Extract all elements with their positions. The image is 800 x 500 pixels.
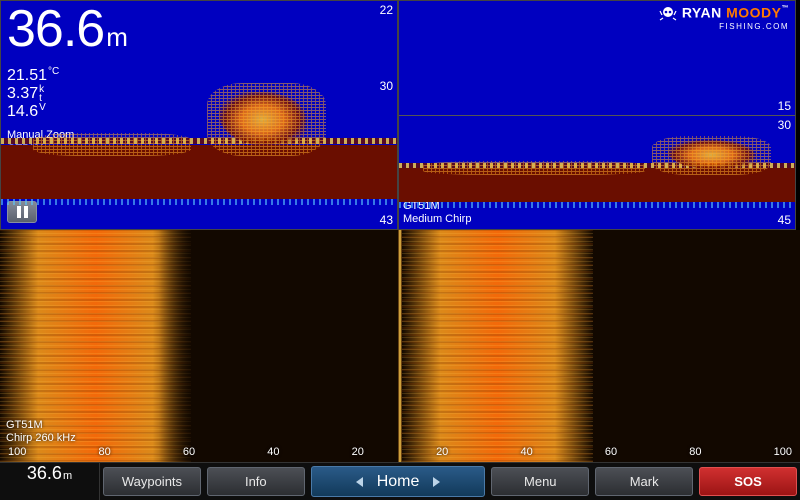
depth-value: 36.6 <box>7 0 104 58</box>
ss-tick: 100 <box>8 446 26 460</box>
temp-value: 21.51 <box>7 67 47 84</box>
depth-scale-bot: 43 <box>380 213 393 227</box>
ss-tick: 40 <box>520 446 532 460</box>
depth-unit: m <box>106 22 127 52</box>
sidescan-port <box>0 230 398 462</box>
chirp-mode-label-r: Medium Chirp <box>403 213 471 226</box>
menu-button[interactable]: Menu <box>491 467 589 496</box>
info-button[interactable]: Info <box>207 467 305 496</box>
voltage-readout: 14.6V <box>7 103 46 121</box>
chevron-right-icon <box>433 477 440 487</box>
speed-readout: 3.37kt <box>7 85 44 103</box>
toolbar-depth: 36.6m <box>0 463 100 500</box>
sonar-history-bot-pane[interactable]: 30 45 GT51M Medium Chirp <box>399 116 795 230</box>
sidescan-starboard <box>402 230 800 462</box>
ss-tick: 80 <box>689 446 701 460</box>
temp-unit: °C <box>48 67 59 76</box>
depth-scale-mid: 30 <box>380 79 393 93</box>
sonar-history-top-pane[interactable]: RYAN MOODY™ FISHING.COM 15 <box>399 1 795 116</box>
sidescan-range-scale: 100 80 60 40 20 20 40 60 80 100 <box>0 446 800 460</box>
volt-unit: V <box>39 103 46 112</box>
skull-icon <box>658 5 678 23</box>
toolbar-depth-unit: m <box>63 470 72 482</box>
waypoints-button[interactable]: Waypoints <box>103 467 201 496</box>
ss-tick: 60 <box>183 446 195 460</box>
home-label: Home <box>377 473 420 491</box>
depth-scale-r1: 15 <box>778 99 791 113</box>
speed-value: 3.37 <box>7 85 38 102</box>
depth-readout: 36.6m <box>7 3 127 55</box>
ss-tick: 60 <box>605 446 617 460</box>
volt-value: 14.6 <box>7 103 38 120</box>
sonar-main-pane[interactable]: 36.6m 21.51°C 3.37kt 14.6V Manual Zoom G… <box>0 0 398 230</box>
brand-logo: RYAN MOODY™ FISHING.COM <box>658 5 789 31</box>
ss-tick: 20 <box>352 446 364 460</box>
logo-text-moody: MOODY <box>726 5 781 21</box>
water-temp: 21.51°C <box>7 67 59 85</box>
ss-transducer-label: GT51M <box>6 419 43 432</box>
ss-tick: 20 <box>436 446 448 460</box>
sos-button[interactable]: SOS <box>699 467 797 496</box>
logo-text-ryan: RYAN <box>682 5 722 21</box>
ss-tick: 100 <box>774 446 792 460</box>
depth-scale-r2b: 45 <box>778 213 791 227</box>
home-button[interactable]: Home <box>311 466 486 497</box>
ss-freq-label: Chirp 260 kHz <box>6 432 76 445</box>
logo-tm: ™ <box>782 5 790 12</box>
sidescan-pane[interactable]: GT51M Chirp 260 kHz 100 80 60 40 20 20 4… <box>0 230 800 462</box>
mark-button[interactable]: Mark <box>595 467 693 496</box>
chevron-left-icon <box>356 477 363 487</box>
toolbar-depth-value: 36.6 <box>27 463 62 484</box>
depth-scale-r2t: 30 <box>778 118 791 132</box>
ss-tick: 40 <box>267 446 279 460</box>
logo-subtext: FISHING.COM <box>658 23 789 31</box>
depth-scale-top: 22 <box>380 3 393 17</box>
bottom-toolbar: 36.6m Waypoints Info Home Menu Mark SOS <box>0 462 800 500</box>
speed-unit: kt <box>39 85 44 103</box>
ss-tick: 80 <box>99 446 111 460</box>
